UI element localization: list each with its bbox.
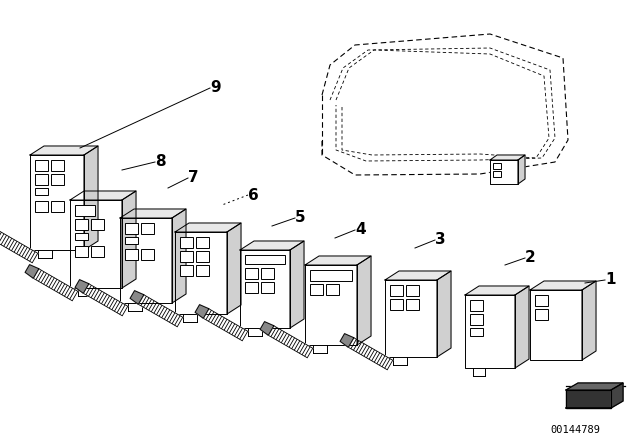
Polygon shape	[385, 280, 437, 357]
Bar	[326, 284, 339, 295]
Bar	[535, 309, 548, 320]
Polygon shape	[70, 191, 136, 200]
Bar	[470, 328, 483, 336]
Polygon shape	[30, 155, 84, 250]
Bar	[51, 201, 64, 212]
Polygon shape	[340, 334, 354, 347]
Polygon shape	[437, 271, 451, 357]
Polygon shape	[175, 223, 241, 232]
Polygon shape	[518, 155, 525, 184]
Bar	[493, 171, 501, 177]
Bar	[125, 249, 138, 260]
Bar	[470, 300, 483, 311]
Polygon shape	[75, 280, 89, 293]
Bar	[35, 174, 48, 185]
Polygon shape	[268, 326, 313, 358]
Bar	[180, 237, 193, 248]
Bar	[141, 223, 154, 234]
Bar	[261, 282, 274, 293]
Polygon shape	[611, 383, 623, 408]
Polygon shape	[0, 231, 38, 263]
Polygon shape	[357, 256, 371, 345]
Polygon shape	[490, 155, 525, 160]
Bar	[75, 233, 88, 240]
Bar	[51, 160, 64, 171]
Polygon shape	[240, 241, 304, 250]
Bar	[310, 284, 323, 295]
Polygon shape	[530, 290, 582, 360]
Bar	[180, 251, 193, 262]
Text: 00144789: 00144789	[550, 425, 600, 435]
Polygon shape	[465, 295, 515, 368]
Polygon shape	[138, 295, 183, 327]
Polygon shape	[25, 265, 39, 278]
Polygon shape	[582, 281, 596, 360]
Bar	[196, 251, 209, 262]
Bar	[245, 255, 285, 264]
Bar	[390, 299, 403, 310]
Bar	[91, 219, 104, 230]
Polygon shape	[290, 241, 304, 328]
Bar	[196, 265, 209, 276]
Polygon shape	[204, 309, 248, 341]
Polygon shape	[515, 286, 529, 368]
Bar	[51, 174, 64, 185]
Polygon shape	[465, 286, 529, 295]
Bar	[35, 201, 48, 212]
Bar	[180, 265, 193, 276]
Polygon shape	[172, 209, 186, 303]
Text: 8: 8	[155, 155, 166, 169]
Polygon shape	[120, 218, 172, 303]
Bar	[406, 299, 419, 310]
Text: 5: 5	[295, 211, 306, 225]
Bar	[75, 205, 95, 216]
Polygon shape	[260, 322, 274, 335]
Bar	[390, 285, 403, 296]
Bar	[470, 314, 483, 325]
Bar	[196, 237, 209, 248]
Bar	[245, 282, 258, 293]
Text: 1: 1	[605, 272, 616, 288]
Polygon shape	[566, 383, 623, 390]
Polygon shape	[83, 284, 128, 316]
Bar	[35, 160, 48, 171]
Bar	[493, 163, 501, 169]
Polygon shape	[120, 209, 186, 218]
Bar	[141, 249, 154, 260]
Bar	[75, 219, 88, 230]
Polygon shape	[385, 271, 451, 280]
Text: 7: 7	[188, 171, 198, 185]
Text: 9: 9	[210, 81, 221, 95]
Polygon shape	[490, 160, 518, 184]
Polygon shape	[305, 265, 357, 345]
Polygon shape	[130, 291, 144, 304]
Text: 6: 6	[248, 188, 259, 202]
Polygon shape	[175, 232, 227, 314]
Bar	[245, 268, 258, 279]
Polygon shape	[33, 269, 77, 301]
Polygon shape	[530, 281, 596, 290]
Text: 2: 2	[525, 250, 536, 266]
Polygon shape	[70, 200, 122, 288]
Polygon shape	[84, 146, 98, 250]
Polygon shape	[240, 250, 290, 328]
Polygon shape	[348, 338, 393, 370]
Polygon shape	[566, 390, 611, 408]
Polygon shape	[227, 223, 241, 314]
Bar	[261, 268, 274, 279]
Bar	[125, 237, 138, 244]
Polygon shape	[30, 146, 98, 155]
Text: 3: 3	[435, 233, 445, 247]
Polygon shape	[305, 256, 371, 265]
Polygon shape	[122, 191, 136, 288]
Bar	[91, 246, 104, 257]
Bar	[535, 295, 548, 306]
Bar	[406, 285, 419, 296]
Polygon shape	[195, 305, 209, 318]
Bar	[35, 188, 48, 194]
Bar	[75, 246, 88, 257]
Bar	[125, 223, 138, 234]
Bar	[310, 270, 352, 281]
Text: 4: 4	[355, 223, 365, 237]
